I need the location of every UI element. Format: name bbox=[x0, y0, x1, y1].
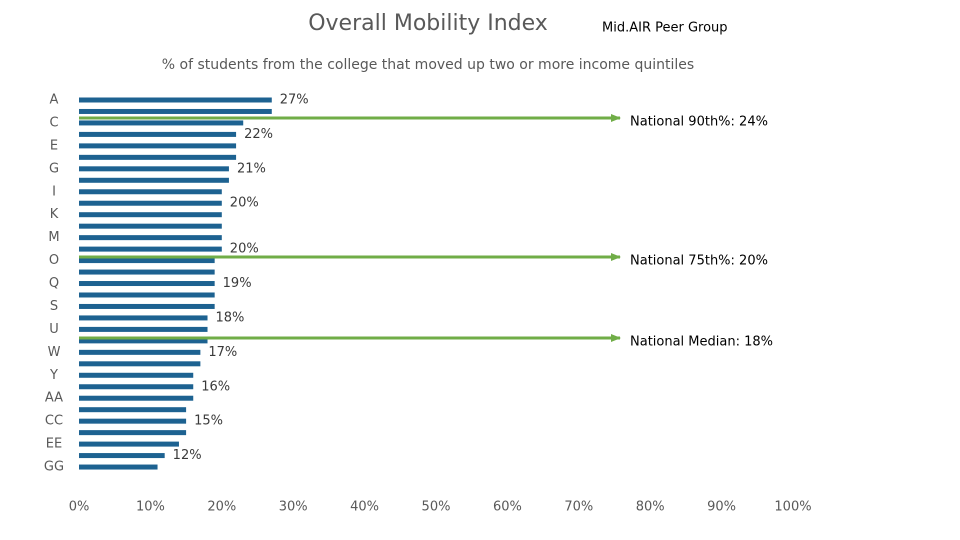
value-label: 15% bbox=[194, 414, 223, 429]
x-tick-label: 30% bbox=[279, 500, 308, 515]
value-label: 19% bbox=[223, 276, 252, 291]
value-label: 27% bbox=[280, 93, 309, 108]
bar bbox=[79, 269, 215, 275]
x-tick-label: 90% bbox=[707, 500, 736, 515]
bar bbox=[79, 372, 194, 378]
bar bbox=[79, 315, 208, 321]
bar bbox=[79, 108, 272, 114]
value-label: 21% bbox=[237, 161, 266, 176]
y-tick-label: Y bbox=[49, 368, 58, 383]
bar bbox=[79, 349, 201, 355]
y-tick-label: CC bbox=[45, 414, 63, 429]
bar bbox=[79, 326, 208, 332]
annotation: National 75th%: 20% bbox=[630, 254, 768, 269]
bar bbox=[79, 246, 222, 252]
x-tick-label: 50% bbox=[422, 500, 451, 515]
y-tick-label: E bbox=[50, 138, 58, 153]
value-label: 17% bbox=[208, 345, 237, 360]
bar bbox=[79, 200, 222, 206]
bar bbox=[79, 464, 158, 470]
y-tick-label: G bbox=[49, 161, 59, 176]
y-tick-label: EE bbox=[46, 437, 62, 452]
bar bbox=[79, 384, 194, 390]
bar bbox=[79, 235, 222, 241]
bar bbox=[79, 258, 215, 264]
chart-title: Overall Mobility Index bbox=[308, 11, 548, 36]
value-label: 12% bbox=[173, 448, 202, 463]
bar bbox=[79, 223, 222, 229]
bar bbox=[79, 303, 215, 309]
bar bbox=[79, 407, 187, 413]
bar bbox=[79, 292, 215, 298]
x-tick-label: 100% bbox=[774, 500, 811, 515]
group-label: Mid.AIR Peer Group bbox=[602, 21, 728, 36]
bar bbox=[79, 131, 237, 137]
bar bbox=[79, 154, 237, 160]
value-label: 18% bbox=[216, 310, 245, 325]
bar bbox=[79, 395, 194, 401]
x-tick-label: 40% bbox=[350, 500, 379, 515]
y-tick-label: O bbox=[49, 253, 59, 268]
value-label: 20% bbox=[230, 242, 259, 257]
x-tick-label: 20% bbox=[207, 500, 236, 515]
y-tick-label: S bbox=[50, 299, 58, 314]
chart-subtitle: % of students from the college that move… bbox=[162, 57, 694, 73]
annotation: National Median: 18% bbox=[630, 335, 773, 350]
x-tick-label: 80% bbox=[636, 500, 665, 515]
annotation: National 90th%: 24% bbox=[630, 115, 768, 130]
bar bbox=[79, 166, 229, 172]
y-tick-label: I bbox=[52, 184, 56, 199]
bar bbox=[79, 418, 187, 424]
value-label: 22% bbox=[244, 127, 273, 142]
y-tick-label: Q bbox=[49, 276, 59, 291]
bar bbox=[79, 189, 222, 195]
bar bbox=[79, 143, 237, 149]
bar bbox=[79, 177, 229, 183]
bar bbox=[79, 120, 244, 126]
y-tick-label: C bbox=[49, 115, 58, 130]
y-tick-label: A bbox=[50, 93, 59, 108]
bar bbox=[79, 441, 179, 447]
y-tick-label: AA bbox=[45, 391, 63, 406]
y-tick-label: W bbox=[48, 345, 61, 360]
y-tick-label: K bbox=[50, 207, 59, 222]
x-tick-label: 70% bbox=[564, 500, 593, 515]
value-label: 20% bbox=[230, 196, 259, 211]
x-tick-label: 60% bbox=[493, 500, 522, 515]
y-tick-label: U bbox=[49, 322, 59, 337]
bar bbox=[79, 430, 187, 436]
bar bbox=[79, 361, 201, 367]
x-tick-label: 0% bbox=[69, 500, 90, 515]
value-label: 16% bbox=[201, 379, 230, 394]
bar bbox=[79, 212, 222, 218]
y-tick-label: GG bbox=[44, 460, 64, 475]
bar bbox=[79, 281, 215, 287]
bar bbox=[79, 338, 208, 344]
y-tick-label: M bbox=[48, 230, 59, 245]
x-tick-label: 10% bbox=[136, 500, 165, 515]
bar bbox=[79, 453, 165, 459]
bar bbox=[79, 97, 272, 103]
